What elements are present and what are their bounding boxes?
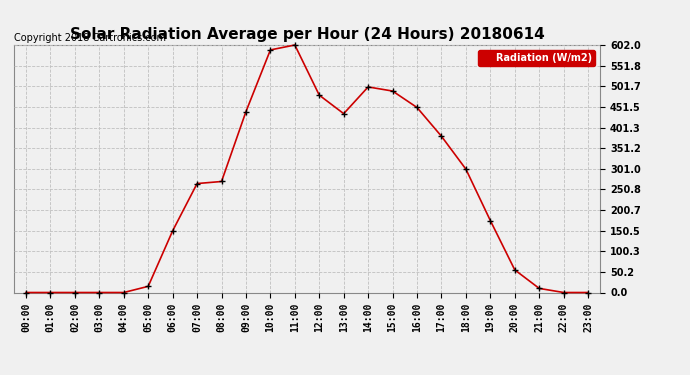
- Legend: Radiation (W/m2): Radiation (W/m2): [478, 50, 595, 66]
- Text: Copyright 2018 Cartronics.com: Copyright 2018 Cartronics.com: [14, 33, 166, 42]
- Title: Solar Radiation Average per Hour (24 Hours) 20180614: Solar Radiation Average per Hour (24 Hou…: [70, 27, 544, 42]
